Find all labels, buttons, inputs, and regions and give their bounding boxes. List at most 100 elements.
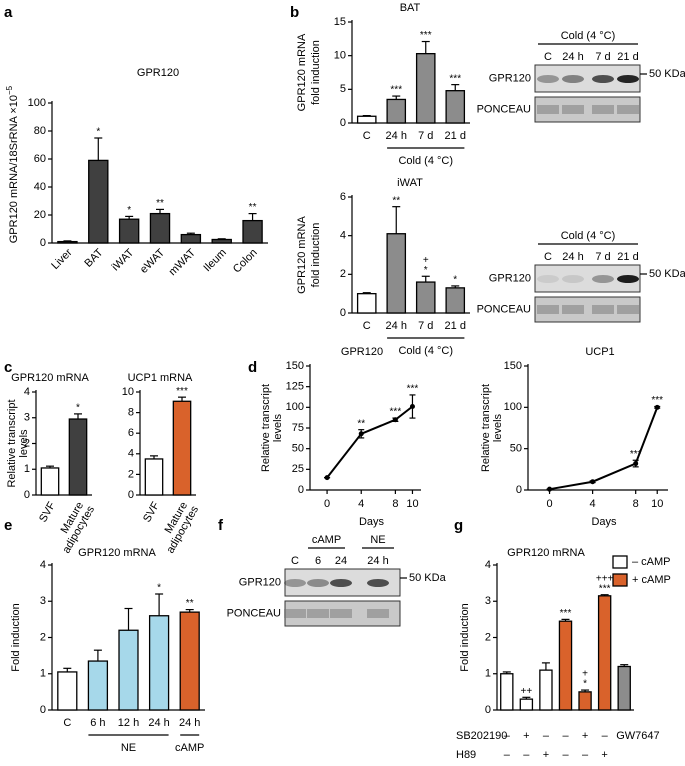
panel-label: g	[454, 517, 463, 534]
bar	[519, 698, 534, 711]
blot-band	[537, 275, 559, 283]
blot-header: NE	[370, 534, 385, 546]
y-tick-label: 150	[286, 360, 304, 372]
x-tick-label: 4	[590, 498, 596, 510]
group-label: Cold (4 °C)	[398, 155, 453, 167]
y-axis-label: levels	[272, 413, 284, 442]
significance: *	[127, 205, 131, 216]
ponceau-band	[562, 305, 584, 314]
x-axis-label: Days	[359, 516, 385, 528]
data-line	[549, 406, 659, 491]
y-tick-label: 60	[34, 153, 46, 165]
panel-label: a	[4, 4, 13, 21]
condition-sign: +	[601, 749, 607, 761]
significance: ***	[390, 85, 402, 96]
y-tick-label: 50	[292, 443, 304, 455]
data-point	[324, 475, 330, 481]
bar	[558, 620, 573, 711]
lane-label: 24 h	[367, 555, 388, 567]
data-point	[633, 461, 639, 467]
condition-name: H89	[456, 749, 476, 761]
x-tick-label: 0	[324, 498, 330, 510]
significance: *	[583, 679, 587, 690]
significance: ***	[449, 73, 461, 84]
significance: *	[76, 403, 80, 414]
condition-sign: –	[562, 730, 569, 742]
ponceau-band	[367, 609, 389, 618]
x-tick-label: 6 h	[90, 717, 105, 729]
chart-title: iWAT	[397, 177, 423, 189]
y-axis-label: levels	[18, 429, 30, 458]
x-tick-label: 7 d	[418, 320, 433, 332]
condition-sign: –	[543, 730, 550, 742]
y-tick-label: 10	[122, 386, 134, 398]
ponceau-band	[284, 609, 306, 618]
y-tick-label: 40	[34, 181, 46, 193]
blot-band	[330, 579, 352, 587]
blot-band	[562, 275, 584, 283]
significance: ***	[390, 407, 402, 418]
bar	[179, 611, 200, 711]
significance: ***	[599, 583, 611, 594]
x-tick-label: 12 h	[118, 717, 139, 729]
x-tick-label: 8	[633, 498, 639, 510]
y-tick-label: 2	[128, 468, 134, 480]
y-axis-label: fold induction	[310, 40, 322, 105]
chart-title: UCP1	[585, 346, 614, 358]
significance: +	[582, 669, 588, 680]
x-tick-label: 4	[358, 498, 364, 510]
significance: **	[392, 195, 400, 206]
y-tick-label: 3	[40, 595, 46, 607]
x-tick-label: SVF	[141, 500, 162, 525]
bar	[88, 159, 109, 244]
x-tick-label: 21 d	[445, 320, 466, 332]
legend-label: + cAMP	[632, 574, 671, 586]
y-tick-label: 50	[510, 443, 522, 455]
x-tick-label: eWAT	[138, 247, 167, 276]
y-axis-label: Fold induction	[459, 603, 471, 672]
condition-name: SB202190	[456, 730, 507, 742]
x-tick-label: 10	[651, 498, 663, 510]
x-axis-label: Days	[591, 516, 617, 528]
lane-label: 7 d	[595, 51, 610, 63]
chart-title: GPR120	[341, 346, 383, 358]
y-tick-label: 8	[128, 407, 134, 419]
x-tick-label: 21 d	[445, 130, 466, 142]
y-tick-label: 3	[24, 412, 30, 424]
y-tick-label: 15	[334, 16, 346, 28]
data-line	[326, 405, 414, 479]
bar	[118, 218, 140, 244]
significance: ***	[630, 449, 642, 460]
chart-title: GPR120 mRNA	[507, 547, 585, 559]
y-tick-label: 2	[40, 631, 46, 643]
bar	[149, 212, 171, 244]
blot-band	[592, 275, 614, 283]
ponceau-band	[537, 105, 559, 114]
y-tick-label: 80	[34, 125, 46, 137]
y-tick-label: 4	[485, 559, 491, 571]
bar	[68, 418, 88, 496]
bar	[40, 467, 60, 496]
ponceau-band	[330, 609, 352, 618]
y-axis-label: GPR120 mRNA	[296, 33, 308, 111]
ponceau-band	[537, 305, 559, 314]
panel-label: d	[248, 359, 257, 376]
y-tick-label: 6	[128, 427, 134, 439]
lane-label: 24	[335, 555, 347, 567]
y-axis-label: GPR120 mRNA	[296, 216, 308, 294]
y-tick-label: 100	[504, 401, 522, 413]
bar	[148, 615, 170, 711]
legend-label: – cAMP	[632, 556, 671, 568]
y-tick-label: 10	[334, 50, 346, 62]
significance: +++	[596, 573, 614, 584]
y-tick-label: 6	[340, 191, 346, 203]
x-tick-label: Liver	[49, 246, 75, 272]
y-axis-label: fold induction	[310, 223, 322, 288]
y-tick-label: 2	[340, 268, 346, 280]
y-tick-label: 100	[286, 401, 304, 413]
bar	[597, 595, 612, 711]
condition-sign: –	[582, 749, 589, 761]
blot-band	[284, 579, 306, 587]
x-tick-label: 7 d	[418, 130, 433, 142]
